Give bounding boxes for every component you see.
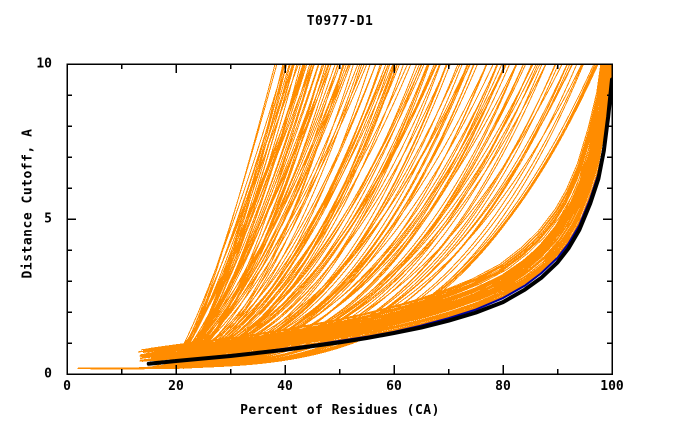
chart-title: T0977-D1 xyxy=(306,14,374,29)
y-tick-label: 10 xyxy=(36,56,52,72)
x-tick-label: 0 xyxy=(63,379,71,394)
x-tick-label: 60 xyxy=(386,379,402,394)
y-tick-label: 0 xyxy=(44,366,52,382)
x-axis-label: Percent of Residues (CA) xyxy=(240,403,440,418)
y-tick-label: 5 xyxy=(44,211,52,227)
x-tick-label: 100 xyxy=(600,379,624,394)
series-reference-best-model xyxy=(146,77,612,366)
x-tick-label: 20 xyxy=(168,379,184,394)
x-tick-label: 80 xyxy=(495,379,511,394)
x-tick-label: 40 xyxy=(277,379,293,394)
